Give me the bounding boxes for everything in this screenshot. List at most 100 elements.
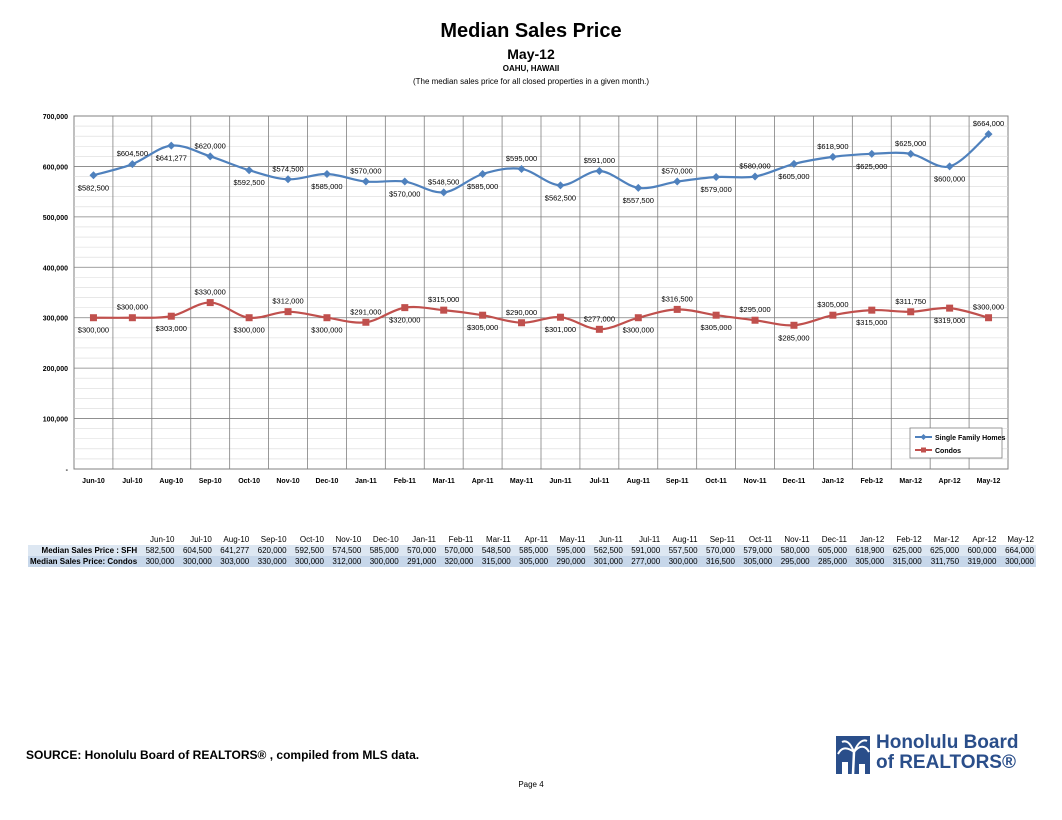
table-header-cell: Jul-11 [624,534,663,545]
sfh-point [984,130,993,139]
data-label: $300,000 [311,326,342,335]
data-label: $618,900 [817,142,848,151]
data-label: $600,000 [934,174,965,183]
condo-point [751,316,759,324]
x-tick-label: Feb-11 [394,478,416,485]
table-cell: 582,500 [139,545,177,556]
table-cell: 277,000 [624,556,663,567]
data-label: $330,000 [195,288,226,297]
data-label: $580,000 [739,162,770,171]
sfh-point [400,177,409,186]
data-label: $604,500 [117,149,148,158]
condo-point [362,318,370,326]
table-cell: 300,000 [998,556,1036,567]
table-cell: 290,000 [550,556,588,567]
median-sales-price-chart: - 100,000 200,000 300,000 400,000 500,000 600,… [43,114,1009,485]
table-cell: 320,000 [438,556,476,567]
x-tick-label: Dec-11 [783,478,806,485]
table-cell: 585,000 [512,545,551,556]
condo-point [634,314,642,322]
data-label: $625,000 [895,139,926,148]
table-header-cell: Jun-11 [587,534,625,545]
condo-point [712,311,720,319]
data-label: $641,277 [156,154,187,163]
condo-point [985,314,993,322]
sfh-point [673,177,682,186]
x-tick-label: Aug-10 [159,478,183,485]
table-cell: 285,000 [811,556,849,567]
condo-point [323,314,331,322]
sfh-point [322,169,331,178]
data-label: $290,000 [506,308,537,317]
data-label: $319,000 [934,316,965,325]
data-label: $664,000 [973,119,1004,128]
table-cell: 311,750 [923,556,962,567]
x-tick-label: Jul-11 [589,478,609,485]
sfh-point [828,152,837,161]
table-cell: 641,277 [213,545,252,556]
x-tick-label: Jul-10 [122,478,142,485]
y-tick-label: 400,000 [43,265,68,272]
x-tick-label: Feb-12 [861,478,884,485]
table-header-cell: Nov-11 [774,534,812,545]
x-tick-label: Oct-11 [705,478,727,485]
table-corner-cell [28,534,140,545]
table-header-cell: Jun-10 [139,534,177,545]
condo-point [673,305,681,313]
x-tick-label: May-12 [977,478,1001,485]
table-header-cell: Feb-11 [438,534,476,545]
sfh-point [906,149,915,158]
condo-point [595,325,603,333]
table-header-cell: Aug-11 [662,534,700,545]
sfh-point [245,166,254,175]
y-tick-label: 300,000 [43,316,68,323]
condo-point [245,314,253,322]
table-cell: 315,000 [475,556,513,567]
table-header-cell: Oct-11 [736,534,775,545]
table-cell: 305,000 [736,556,775,567]
honolulu-board-logo: Honolulu Board of REALTORS® [836,730,1036,776]
table-cell: 664,000 [998,545,1036,556]
data-label: $300,000 [233,326,264,335]
data-label: $311,750 [895,297,926,306]
table-row-label: Median Sales Price: Condos [28,556,140,567]
data-label: $592,500 [233,178,264,187]
legend-entry: Condos [935,448,961,455]
table-header-cell: Aug-10 [213,534,252,545]
table-header-cell: Nov-10 [325,534,364,545]
table-cell: 625,000 [886,545,924,556]
data-table: Jun-10 Jul-10 Aug-10 Sep-10 Oct-10 Nov-10 Dec-… [28,534,1036,567]
x-tick-label: Apr-12 [939,478,961,485]
condo-point [790,321,798,329]
sfh-point [361,177,370,186]
table-header-cell: Dec-10 [363,534,401,545]
y-tick-label: 200,000 [43,366,68,373]
sfh-point [945,162,954,171]
table-header-cell: Dec-11 [811,534,849,545]
sfh-point [595,166,604,175]
data-label: $570,000 [350,167,381,176]
table-cell: 580,000 [774,545,812,556]
x-tick-label: Jun-11 [549,478,571,485]
data-label: $300,000 [623,326,654,335]
table-cell: 595,000 [550,545,588,556]
palm-tree-icon [836,736,870,774]
condo-point [206,299,214,307]
condo-point [868,306,876,314]
table-cell: 570,000 [438,545,476,556]
sfh-point [712,173,721,182]
legend-marker [920,434,927,440]
x-tick-label: Sep-10 [199,478,222,485]
data-label: $579,000 [700,185,731,194]
page-number: Page 4 [518,780,544,789]
table-cell: 315,000 [886,556,924,567]
condo-point [479,311,487,319]
legend-marker [921,447,926,453]
sfh-point [751,172,760,181]
data-label: $300,000 [973,303,1004,312]
x-tick-label: Nov-11 [744,478,767,485]
data-label: $548,500 [428,177,459,186]
table-cell: 300,000 [288,556,326,567]
sfh-point [789,159,798,168]
table-cell: 625,000 [923,545,962,556]
